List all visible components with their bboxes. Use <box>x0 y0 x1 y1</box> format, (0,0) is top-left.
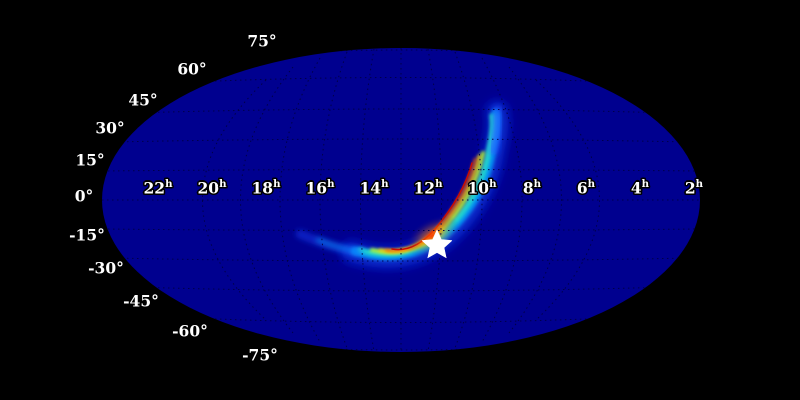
coordinate-graticule <box>102 48 700 352</box>
true-source-marker <box>421 229 453 259</box>
sky-projection-ellipse <box>102 48 700 352</box>
